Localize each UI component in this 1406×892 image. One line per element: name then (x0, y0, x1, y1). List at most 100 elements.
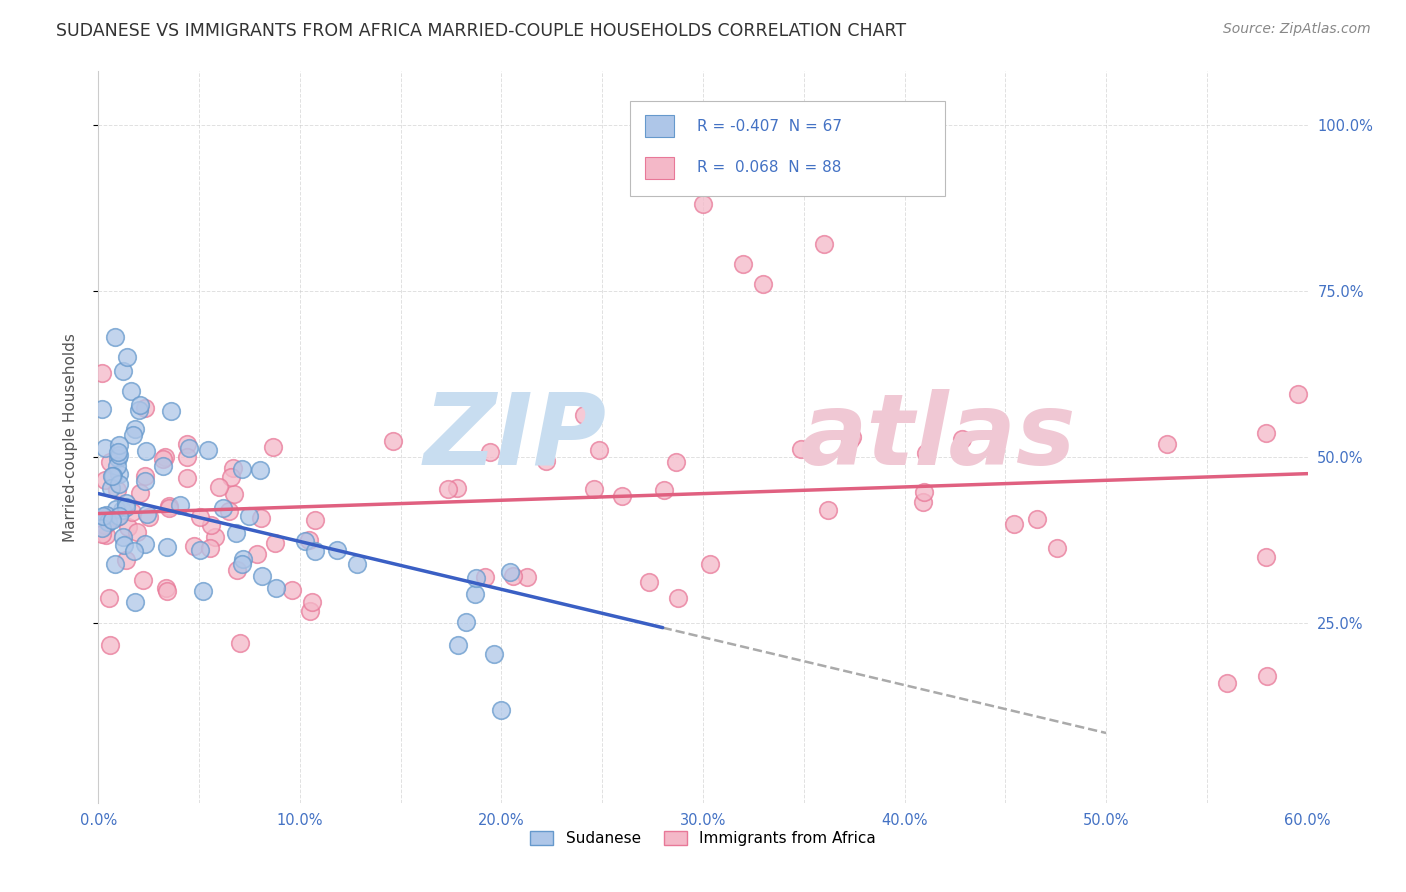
Point (301, 595, 323, 609)
Point (124, 595, 146, 609)
Point (1254, 426, 1277, 441)
Point (136, 507, 159, 521)
Point (733, 257, 755, 271)
Point (447, 638, 470, 652)
Point (790, 442, 813, 456)
Point (105, 510, 128, 524)
Point (101, 469, 124, 483)
Bar (645, 157, 673, 179)
Point (97, 591, 120, 606)
Point (200, 518, 222, 533)
Point (134, 474, 156, 488)
Point (534, 454, 557, 468)
FancyBboxPatch shape (630, 101, 945, 195)
Point (111, 363, 134, 377)
Point (572, 409, 595, 423)
Point (346, 558, 368, 572)
Point (225, 525, 247, 540)
Point (135, 443, 157, 458)
Point (115, 496, 138, 510)
Point (231, 557, 253, 571)
Point (914, 446, 936, 460)
Point (156, 540, 179, 554)
Text: R =  0.068  N = 88: R = 0.068 N = 88 (697, 161, 841, 176)
Point (1156, 436, 1178, 450)
Point (841, 430, 863, 444)
Point (218, 504, 240, 518)
Point (911, 495, 934, 509)
Point (169, 498, 191, 512)
Point (94, 508, 117, 522)
Point (1256, 669, 1278, 683)
Point (98, 455, 121, 469)
Point (437, 482, 460, 496)
Point (499, 565, 522, 579)
Point (108, 477, 131, 491)
Point (699, 557, 721, 571)
Point (249, 463, 271, 477)
Point (94, 517, 117, 532)
Bar (645, 115, 673, 137)
Point (516, 570, 538, 584)
Point (121, 427, 143, 442)
Point (107, 444, 129, 458)
Point (179, 442, 201, 456)
Text: Source: ZipAtlas.com: Source: ZipAtlas.com (1223, 22, 1371, 37)
Point (128, 485, 150, 500)
Point (157, 501, 180, 516)
Point (108, 467, 131, 482)
Point (482, 647, 505, 661)
Point (128, 403, 150, 417)
Point (105, 458, 128, 473)
Point (91, 509, 114, 524)
Point (491, 703, 513, 717)
Point (176, 450, 198, 465)
Point (121, 504, 143, 518)
Point (226, 563, 249, 577)
Point (304, 544, 326, 558)
Point (583, 482, 606, 496)
Point (912, 484, 935, 499)
Point (117, 520, 139, 534)
Point (1026, 512, 1049, 526)
Point (97, 508, 120, 523)
Point (838, 433, 860, 447)
Legend: Sudanese, Immigrants from Africa: Sudanese, Immigrants from Africa (523, 823, 883, 854)
Point (91, 521, 114, 535)
Point (294, 533, 316, 548)
Point (160, 404, 183, 418)
Point (752, 277, 775, 292)
Point (125, 524, 148, 539)
Point (222, 460, 245, 475)
Point (104, 557, 127, 571)
Point (817, 503, 839, 517)
Point (191, 583, 214, 598)
Point (105, 501, 128, 516)
Point (304, 513, 326, 527)
Point (153, 450, 176, 464)
Text: ZIP: ZIP (423, 389, 606, 485)
Point (122, 544, 145, 558)
Point (245, 547, 267, 561)
Point (221, 469, 243, 483)
Point (446, 481, 468, 495)
Point (950, 433, 973, 447)
Point (94, 473, 117, 487)
Point (382, 434, 405, 449)
Point (250, 511, 273, 525)
Point (813, 237, 835, 252)
Point (262, 440, 284, 454)
Point (1002, 517, 1025, 532)
Point (94, 441, 117, 455)
Point (107, 450, 129, 465)
Point (238, 509, 260, 524)
Point (132, 574, 155, 588)
Point (228, 636, 250, 650)
Point (134, 401, 156, 415)
Point (100, 638, 122, 652)
Point (91, 366, 114, 380)
Point (224, 487, 246, 501)
Point (456, 615, 478, 630)
Text: SUDANESE VS IMMIGRANTS FROM AFRICA MARRIED-COUPLE HOUSEHOLDS CORRELATION CHART: SUDANESE VS IMMIGRANTS FROM AFRICA MARRI… (56, 22, 907, 40)
Point (155, 581, 177, 595)
